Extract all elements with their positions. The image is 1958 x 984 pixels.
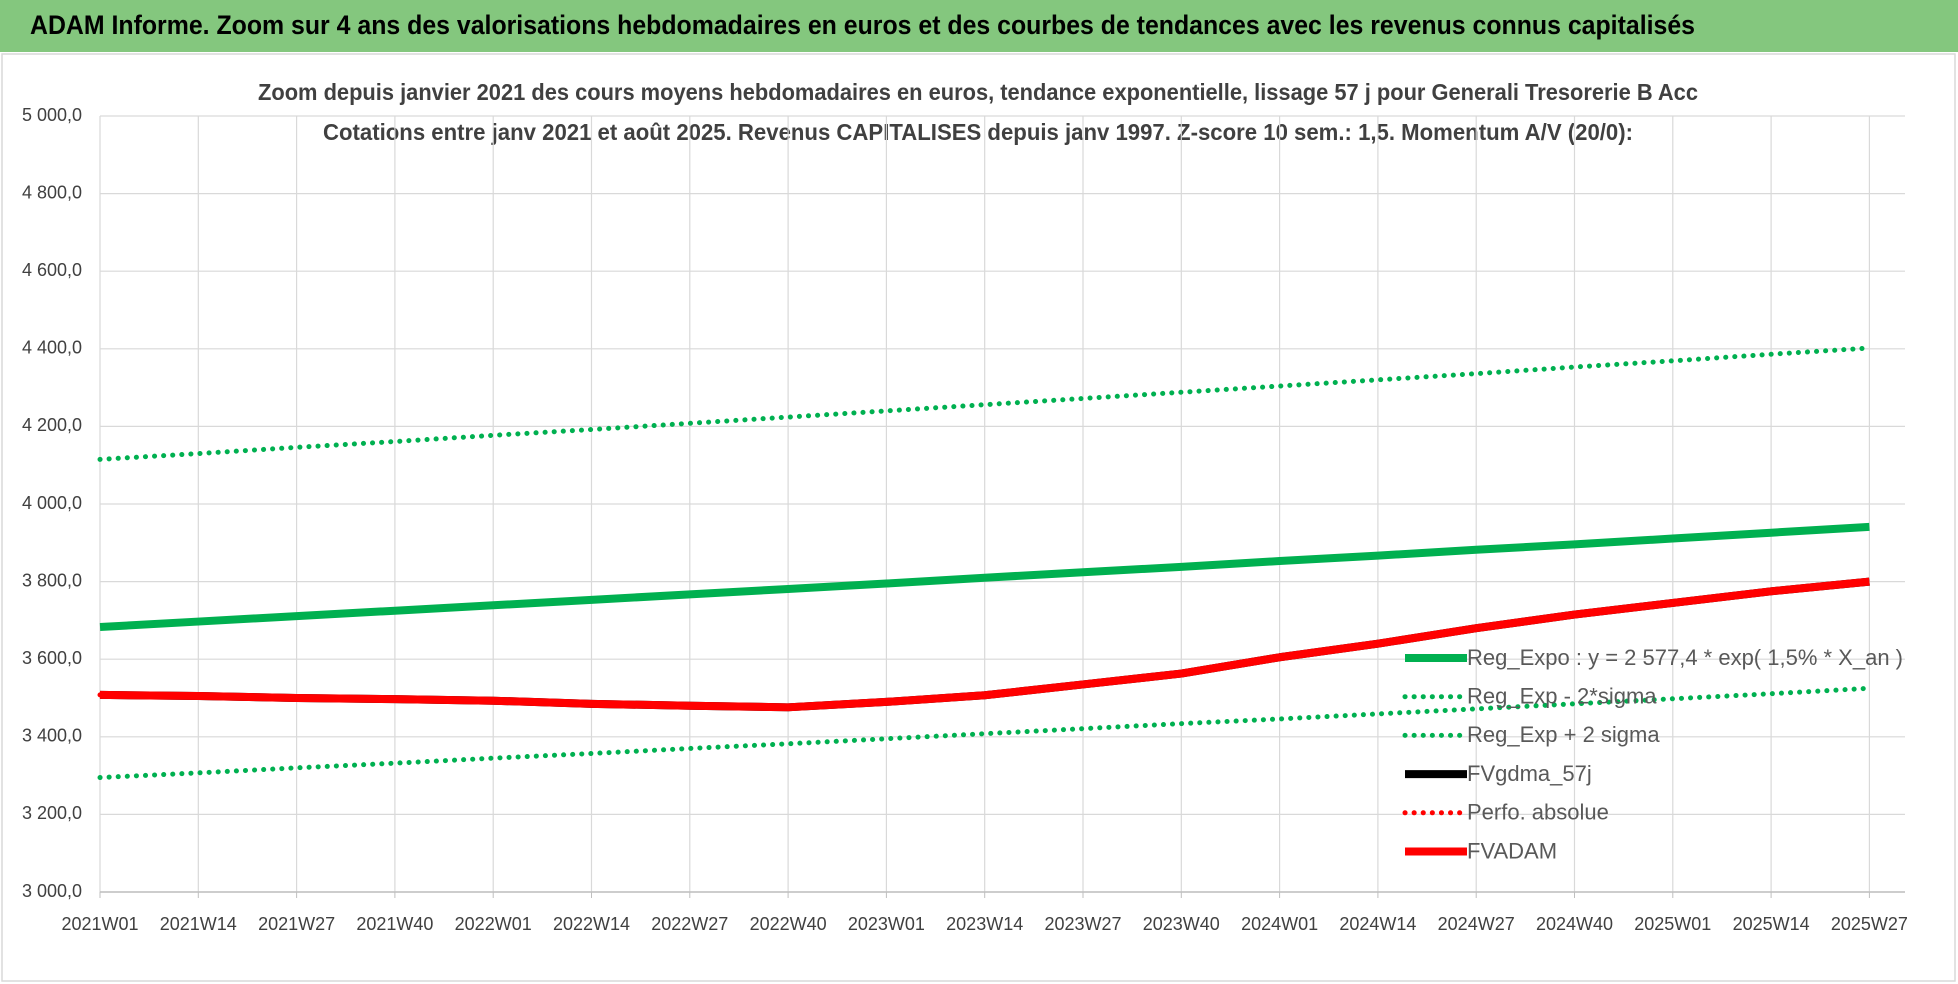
y-tick-label: 3 600,0	[22, 648, 82, 668]
x-tick-label: 2025W14	[1733, 914, 1810, 934]
series-line	[97, 685, 1872, 781]
header-title: ADAM Informe. Zoom sur 4 ans des valoris…	[30, 10, 1695, 40]
x-tick-label: 2022W01	[455, 914, 532, 934]
y-tick-label: 4 400,0	[22, 338, 82, 358]
grid: 3 000,0 3 200,0 3 400,0 3 600,0 3 800,0 4 000…	[22, 105, 1908, 934]
chart-subtitle: Cotations entre janv 2021 et août 2025. …	[323, 119, 1633, 145]
x-tick-label: 2023W40	[1143, 914, 1220, 934]
legend-label: Reg_Exp + 2 sigma	[1467, 722, 1660, 747]
lines	[97, 345, 1872, 781]
legend-label: Reg_Expo : y = 2 577,4 * exp( 1,5% * X_a…	[1467, 645, 1903, 670]
y-tick-label: 3 000,0	[22, 881, 82, 901]
y-tick-label: 4 600,0	[22, 260, 82, 280]
x-tick-label: 2021W40	[356, 914, 433, 934]
x-tick-label: 2023W14	[946, 914, 1023, 934]
x-tick-label: 2023W27	[1044, 914, 1121, 934]
y-tick-label: 3 200,0	[22, 803, 82, 823]
x-tick-label: 2024W14	[1339, 914, 1416, 934]
y-tick-label: 4 800,0	[22, 182, 82, 202]
header-band	[0, 0, 1958, 52]
chart-title: Zoom depuis janvier 2021 des cours moyen…	[258, 79, 1698, 105]
series-line	[99, 522, 1870, 631]
y-tick-label: 5 000,0	[22, 105, 82, 125]
legend: Reg_Expo : y = 2 577,4 * exp( 1,5% * X_a…	[1402, 645, 1903, 863]
chart-frame	[1, 53, 1956, 982]
x-tick-label: 2025W01	[1634, 914, 1711, 934]
y-tick-label: 3 400,0	[22, 726, 82, 746]
y-tick-label: 4 000,0	[22, 493, 82, 513]
x-tick-label: 2022W27	[651, 914, 728, 934]
x-tick-label: 2023W01	[848, 914, 925, 934]
legend-label: Perfo. absolue	[1467, 800, 1609, 825]
x-tick-label: 2025W27	[1831, 914, 1908, 934]
x-tick-label: 2022W14	[553, 914, 630, 934]
title-backdrop	[252, 74, 1722, 156]
legend-label: FVADAM	[1467, 838, 1557, 863]
legend-label: Reg_Exp - 2*sigma	[1467, 684, 1657, 709]
y-tick-label: 4 200,0	[22, 415, 82, 435]
x-tick-label: 2024W27	[1438, 914, 1515, 934]
y-tick-label: 3 800,0	[22, 570, 82, 590]
x-tick-label: 2024W01	[1241, 914, 1318, 934]
x-tick-label: 2021W27	[258, 914, 335, 934]
x-tick-label: 2022W40	[750, 914, 827, 934]
x-tick-label: 2021W14	[160, 914, 237, 934]
legend-label: FVgdma_57j	[1467, 761, 1592, 786]
x-tick-label: 2021W01	[61, 914, 138, 934]
x-tick-label: 2024W40	[1536, 914, 1613, 934]
series-line	[99, 577, 1870, 712]
